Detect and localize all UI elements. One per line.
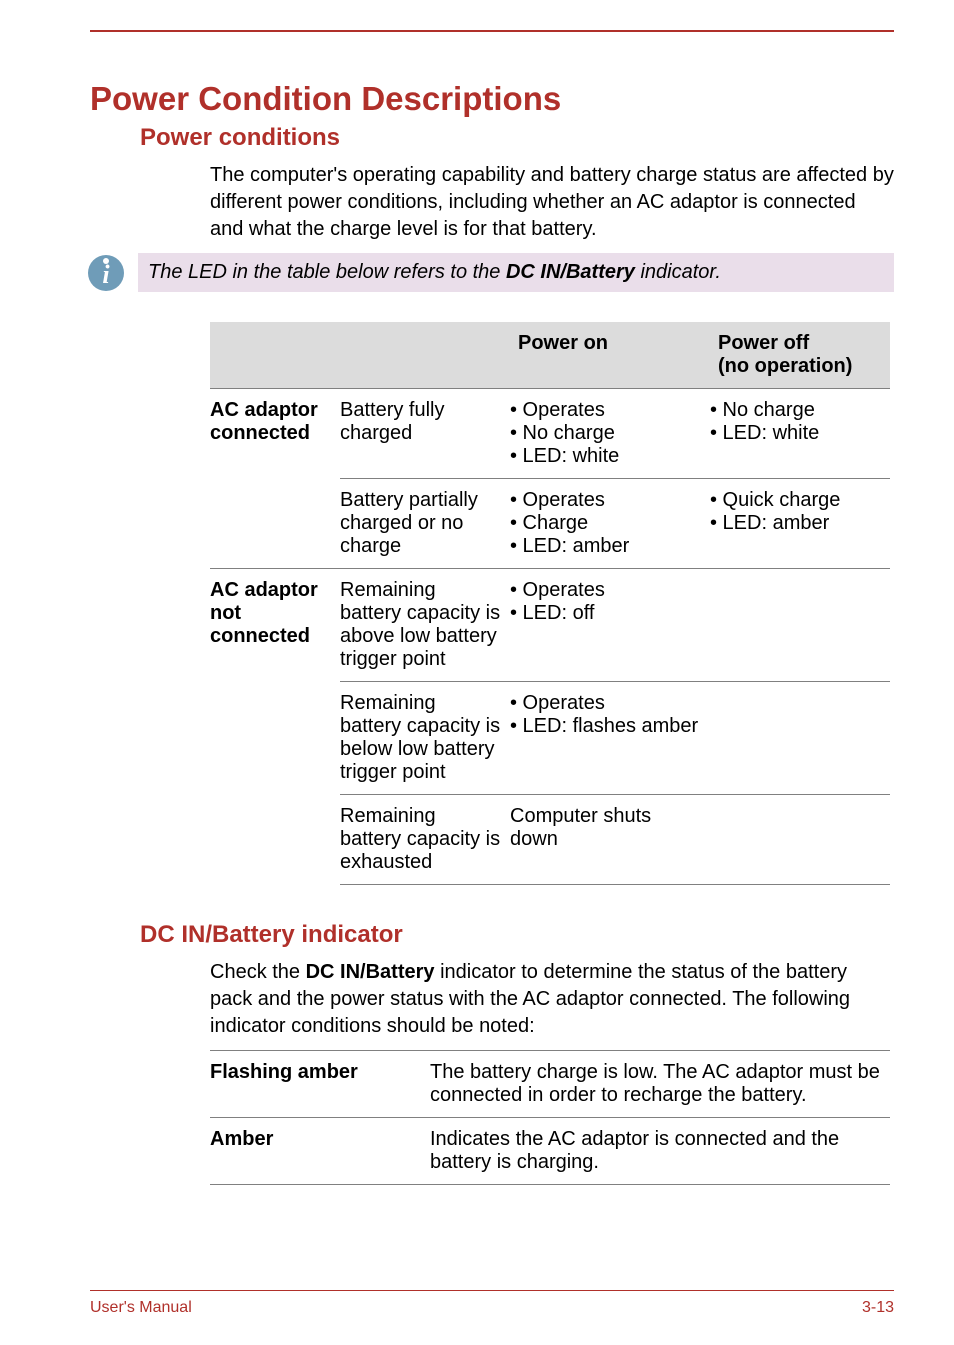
page-footer: User's Manual 3-13 <box>90 1290 894 1317</box>
table-header-power-on: Power on <box>510 322 710 389</box>
info-icon: i <box>88 255 124 291</box>
cell: • Operates • LED: flashes amber <box>510 682 710 795</box>
cell: Battery partially charged or no charge <box>340 479 510 569</box>
cell: • Operates • Charge • LED: amber <box>510 479 710 569</box>
table-header-blank1 <box>210 322 340 389</box>
heading-2-power-conditions: Power conditions <box>140 124 894 152</box>
note-prefix: The LED in the table below refers to the <box>148 261 506 283</box>
table-row: Amber Indicates the AC adaptor is connec… <box>210 1118 890 1185</box>
cell: • Quick charge • LED: amber <box>710 479 890 569</box>
indicator-label: Flashing amber <box>210 1051 430 1118</box>
note-callout: i The LED in the table below refers to t… <box>90 253 894 292</box>
indicator-desc: Indicates the AC adaptor is connected an… <box>430 1118 890 1185</box>
cell: Battery fully charged <box>340 389 510 479</box>
heading-2-dc-indicator: DC IN/Battery indicator <box>140 921 894 949</box>
power-off-line2: (no operation) <box>718 355 882 378</box>
cell: Remaining battery capacity is above low … <box>340 569 510 682</box>
power-conditions-table: Power on Power off (no operation) AC ada… <box>210 322 890 885</box>
table-row: AC adaptor connected Battery fully charg… <box>210 389 890 479</box>
note-text: The LED in the table below refers to the… <box>138 253 894 292</box>
cell: Computer shuts down <box>510 795 710 885</box>
cell <box>710 682 890 795</box>
page-content: Power Condition Descriptions Power condi… <box>0 0 954 1185</box>
cell: • No charge • LED: white <box>710 389 890 479</box>
cell <box>710 795 890 885</box>
dc-intro-paragraph: Check the DC IN/Battery indicator to det… <box>210 959 894 1040</box>
dc-intro-pre: Check the <box>210 961 306 983</box>
heading-1: Power Condition Descriptions <box>90 80 894 118</box>
cell <box>710 569 890 682</box>
table-header-row: Power on Power off (no operation) <box>210 322 890 389</box>
table-row: Flashing amber The battery charge is low… <box>210 1051 890 1118</box>
row-label-ac-connected: AC adaptor connected <box>210 389 340 569</box>
note-bold: DC IN/Battery <box>506 261 635 283</box>
cell: • Operates • No charge • LED: white <box>510 389 710 479</box>
row-label-ac-not-connected: AC adaptor not connected <box>210 569 340 885</box>
cell: Remaining battery capacity is exhausted <box>340 795 510 885</box>
indicator-desc: The battery charge is low. The AC adapto… <box>430 1051 890 1118</box>
note-suffix: indicator. <box>635 261 721 283</box>
power-off-line1: Power off <box>718 332 882 355</box>
dc-intro-bold: DC IN/Battery <box>306 961 435 983</box>
table-header-power-off: Power off (no operation) <box>710 322 890 389</box>
indicator-table: Flashing amber The battery charge is low… <box>210 1050 890 1185</box>
table-row: AC adaptor not connected Remaining batte… <box>210 569 890 682</box>
intro-paragraph: The computer's operating capability and … <box>210 162 894 243</box>
cell: Remaining battery capacity is below low … <box>340 682 510 795</box>
footer-left: User's Manual <box>90 1299 192 1317</box>
indicator-label: Amber <box>210 1118 430 1185</box>
footer-right: 3-13 <box>862 1299 894 1317</box>
header-rule <box>90 30 894 32</box>
table-header-blank2 <box>340 322 510 389</box>
cell: • Operates • LED: off <box>510 569 710 682</box>
